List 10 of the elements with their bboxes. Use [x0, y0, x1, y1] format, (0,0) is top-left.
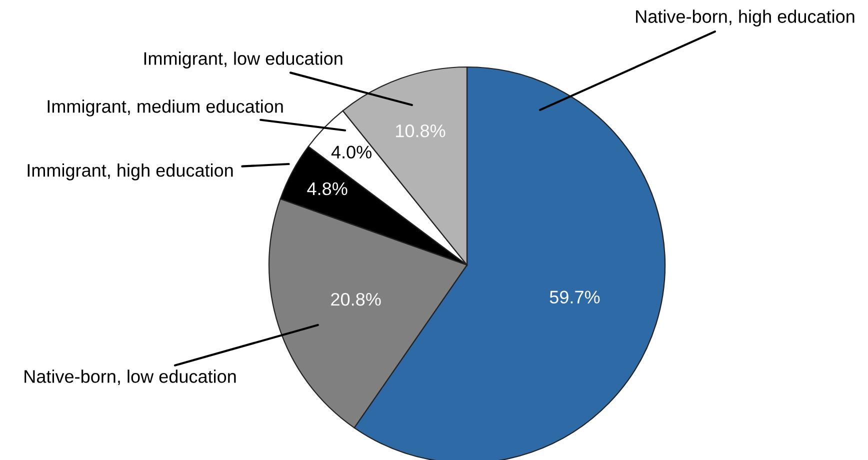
- data-label: 10.8%: [396, 124, 446, 138]
- slice-label: Immigrant, medium education: [48, 100, 283, 116]
- data-label: 4.0%: [331, 146, 372, 159]
- slice-label: Native-born, high education: [636, 10, 854, 27]
- slice-label: Native-born, low education: [24, 370, 236, 386]
- data-label: 59.7%: [550, 290, 600, 304]
- slice-label: Immigrant, low education: [144, 52, 342, 68]
- data-label: 20.8%: [331, 292, 381, 306]
- data-label: 4.8%: [307, 182, 348, 196]
- slice-label: Immigrant, high education: [28, 164, 233, 180]
